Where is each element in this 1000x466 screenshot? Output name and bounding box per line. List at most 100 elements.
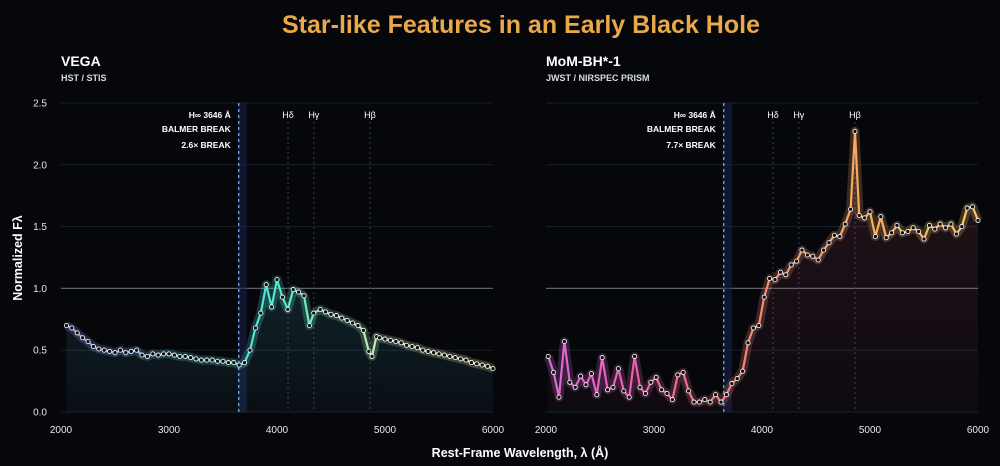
data-point <box>485 363 491 369</box>
data-point <box>723 392 729 398</box>
break-annotation: 7.7× BREAK <box>666 140 716 150</box>
data-point <box>970 204 976 210</box>
x-tick-label: 3000 <box>158 425 181 436</box>
x-tick-label: 6000 <box>967 425 990 436</box>
data-point <box>225 360 231 366</box>
y-axis-label: Normalized Fλ <box>11 215 25 300</box>
data-point <box>479 362 485 368</box>
data-point <box>750 325 756 331</box>
x-tick-label: 3000 <box>643 425 666 436</box>
x-tick-label: 5000 <box>859 425 882 436</box>
data-point <box>637 384 643 390</box>
data-point <box>369 353 375 359</box>
data-point <box>69 325 75 331</box>
data-point <box>311 310 317 316</box>
data-point <box>144 353 150 359</box>
data-point <box>182 353 188 359</box>
data-point <box>209 357 215 363</box>
data-point <box>889 230 895 236</box>
data-point <box>878 214 884 220</box>
data-point <box>642 390 648 397</box>
data-point <box>215 358 221 364</box>
data-point <box>794 258 800 264</box>
data-point <box>404 342 410 348</box>
data-point <box>134 347 140 353</box>
balmer-break-band <box>722 103 732 412</box>
data-point <box>468 360 474 366</box>
x-tick-label: 4000 <box>266 425 289 436</box>
data-point <box>696 399 702 405</box>
spectral-line-label: Hδ <box>767 110 779 120</box>
break-annotation: BALMER BREAK <box>647 124 717 134</box>
data-point <box>905 228 911 235</box>
data-point <box>545 353 551 359</box>
spectral-line-label: Hβ <box>849 110 861 120</box>
data-point <box>745 340 751 346</box>
data-point <box>220 358 226 364</box>
figure-title: Star-like Features in an Early Black Hol… <box>282 11 760 39</box>
data-point <box>188 355 194 361</box>
data-point <box>436 351 442 357</box>
data-point <box>815 257 821 263</box>
break-annotation: 2.6× BREAK <box>181 140 231 150</box>
data-point <box>139 352 145 358</box>
data-point <box>572 384 578 390</box>
data-point <box>852 128 858 134</box>
data-point <box>842 221 848 227</box>
data-point <box>910 225 916 231</box>
data-point <box>664 390 670 397</box>
spectral-line-label: Hγ <box>308 110 319 120</box>
data-point <box>799 247 805 253</box>
data-point <box>398 340 404 346</box>
data-point <box>837 233 843 240</box>
data-point <box>409 343 415 350</box>
data-point <box>953 231 959 237</box>
data-point <box>474 361 480 367</box>
data-point <box>821 247 827 253</box>
data-point <box>90 343 96 350</box>
break-annotation: H∞ 3646 Å <box>189 110 231 120</box>
data-point <box>883 235 889 241</box>
data-point <box>301 293 307 299</box>
data-point <box>177 353 183 359</box>
data-point <box>366 348 372 354</box>
balmer-break-band <box>237 103 247 412</box>
data-point <box>274 277 280 283</box>
data-point <box>632 353 638 359</box>
data-point <box>150 351 156 357</box>
data-point <box>101 347 107 353</box>
data-point <box>975 217 981 223</box>
data-point <box>783 272 789 278</box>
data-point <box>193 356 199 362</box>
data-point <box>788 262 794 268</box>
x-tick-label: 2000 <box>50 425 73 436</box>
data-point <box>80 335 86 341</box>
data-point <box>702 397 708 403</box>
break-annotation: H∞ 3646 Å <box>674 110 716 120</box>
data-point <box>761 294 767 300</box>
data-point <box>691 399 697 405</box>
data-point <box>777 269 783 275</box>
data-point <box>171 352 177 358</box>
panel-subtitle: HST / STIS <box>61 73 107 83</box>
data-point <box>862 215 868 221</box>
data-point <box>290 287 296 293</box>
data-point <box>360 327 366 333</box>
data-point <box>166 351 172 357</box>
data-point <box>441 352 447 358</box>
data-point <box>350 320 356 326</box>
data-point <box>959 224 965 230</box>
data-point <box>921 236 927 242</box>
y-tick-label: 2.5 <box>33 99 47 110</box>
data-point <box>740 368 746 374</box>
data-point <box>964 205 970 211</box>
data-point <box>551 369 557 375</box>
data-point <box>452 355 458 361</box>
y-tick-label: 1.0 <box>33 284 47 295</box>
data-point <box>707 399 713 405</box>
data-point <box>894 222 900 228</box>
data-point <box>447 353 453 359</box>
data-point <box>425 348 431 354</box>
data-point <box>615 366 621 372</box>
data-point <box>161 351 167 357</box>
